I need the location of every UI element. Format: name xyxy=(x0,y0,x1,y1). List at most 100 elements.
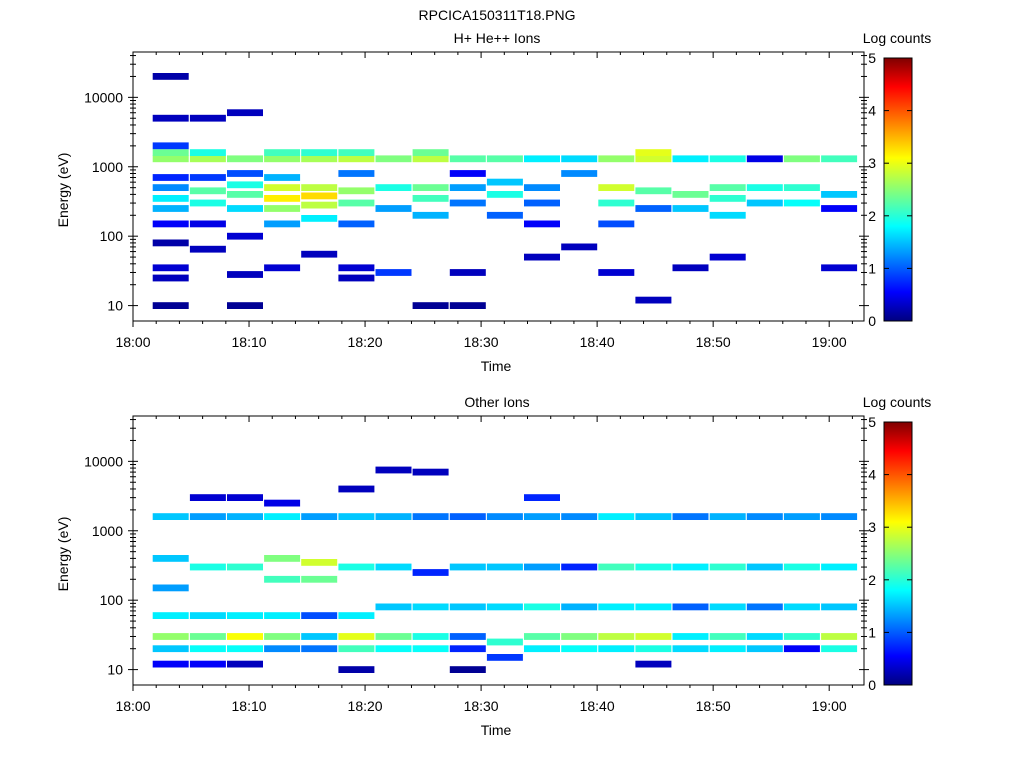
heatmap-cell xyxy=(412,302,449,309)
figure-title: RPCICA150311T18.PNG xyxy=(419,7,576,23)
heatmap-cell xyxy=(561,603,598,611)
heatmap-cell xyxy=(227,181,263,189)
heatmap-cell xyxy=(524,253,560,261)
heatmap-cell xyxy=(375,184,412,191)
heatmap-cell xyxy=(189,645,226,653)
panel-title: H+ He++ Ions xyxy=(454,30,541,46)
heatmap-cell xyxy=(189,513,226,520)
cbar-tick-label: 1 xyxy=(868,624,876,640)
heatmap-cell xyxy=(375,155,412,163)
heatmap-cell xyxy=(635,296,672,304)
heatmap-cell xyxy=(412,195,449,202)
cbar-tick-label: 4 xyxy=(868,103,876,119)
heatmap-cell xyxy=(301,215,338,222)
heatmap-cell xyxy=(709,155,746,163)
heatmap-cells xyxy=(152,73,858,309)
heatmap-cell xyxy=(189,220,226,228)
heatmap-cell xyxy=(486,178,523,186)
heatmap-cell xyxy=(264,195,301,202)
heatmap-cell xyxy=(227,109,263,117)
cbar-tick-label: 1 xyxy=(868,260,876,276)
heatmap-cell xyxy=(635,645,672,653)
heatmap-cell xyxy=(598,184,635,191)
heatmap-cell xyxy=(375,603,412,611)
heatmap-cell xyxy=(672,563,709,571)
heatmap-cell xyxy=(635,660,672,668)
heatmap-cell xyxy=(486,563,523,571)
heatmap-cell xyxy=(227,271,263,278)
heatmap-cell xyxy=(152,264,189,272)
x-tick-label: 18:20 xyxy=(348,698,383,714)
heatmap-cell xyxy=(561,170,598,177)
heatmap-cell xyxy=(264,174,301,181)
heatmap-cell xyxy=(152,220,189,228)
heatmap-cell xyxy=(227,563,263,571)
heatmap-cell xyxy=(338,563,375,571)
heatmap-cell xyxy=(338,274,375,282)
heatmap-cell xyxy=(783,563,820,571)
heatmap-cell xyxy=(709,253,746,261)
heatmap-cell xyxy=(152,645,189,653)
cbar-tick-label: 3 xyxy=(868,519,876,535)
heatmap-cell xyxy=(264,555,301,562)
heatmap-cell xyxy=(486,638,523,646)
heatmap-cell xyxy=(152,195,189,202)
heatmap-cell xyxy=(449,666,486,673)
heatmap-cell xyxy=(189,174,226,181)
cbar-tick-label: 0 xyxy=(868,677,876,693)
y-tick-label: 1000 xyxy=(92,523,123,539)
heatmap-cell xyxy=(709,513,746,520)
heatmap-cell xyxy=(338,170,375,177)
heatmap-cell xyxy=(301,250,338,258)
heatmap-cell xyxy=(152,184,189,191)
heatmap-cell xyxy=(189,149,226,156)
heatmap-cell xyxy=(783,603,820,611)
heatmap-cell xyxy=(264,149,301,156)
heatmap-cell xyxy=(449,170,486,177)
heatmap-cell xyxy=(598,563,635,571)
heatmap-cell xyxy=(301,633,338,640)
heatmap-cell xyxy=(152,274,189,282)
x-tick-label: 19:00 xyxy=(812,334,847,350)
heatmap-cell xyxy=(746,513,783,520)
heatmap-cell xyxy=(152,205,189,212)
heatmap-cell xyxy=(152,513,189,520)
heatmap-cell xyxy=(264,612,301,619)
heatmap-cell xyxy=(152,584,189,592)
heatmap-cell xyxy=(412,468,449,476)
heatmap-cell xyxy=(561,155,598,163)
heatmap-cell xyxy=(635,149,672,156)
heatmap-cell xyxy=(227,513,263,520)
heatmap-cell xyxy=(338,155,375,163)
heatmap-cell xyxy=(598,633,635,640)
heatmap-cell xyxy=(152,302,189,309)
heatmap-cell xyxy=(561,633,598,640)
heatmap-cell xyxy=(524,513,560,520)
heatmap-cell xyxy=(338,485,375,493)
y-tick-label: 10 xyxy=(107,662,123,678)
y-tick-label: 100 xyxy=(100,228,124,244)
heatmap-cell xyxy=(635,155,672,163)
heatmap-cell xyxy=(301,192,338,200)
y-tick-label: 1000 xyxy=(92,159,123,175)
x-axis-label: Time xyxy=(481,358,512,374)
cbar-tick-label: 4 xyxy=(868,467,876,483)
heatmap-cell xyxy=(635,513,672,520)
x-tick-label: 18:20 xyxy=(348,334,383,350)
heatmap-cell xyxy=(338,513,375,520)
heatmap-cell xyxy=(152,612,189,619)
heatmap-cell xyxy=(152,660,189,668)
y-tick-label: 10 xyxy=(107,298,123,314)
heatmap-cell xyxy=(227,155,263,163)
heatmap-cell xyxy=(412,155,449,163)
heatmap-cell xyxy=(264,220,301,228)
heatmap-cell xyxy=(189,199,226,207)
heatmap-cell xyxy=(375,513,412,520)
heatmap-cell xyxy=(598,220,635,228)
x-tick-label: 18:50 xyxy=(696,334,731,350)
heatmap-cell xyxy=(709,184,746,191)
heatmap-cell xyxy=(524,184,560,191)
heatmap-cell xyxy=(338,264,375,272)
heatmap-cell xyxy=(412,569,449,576)
heatmap-cell xyxy=(449,184,486,191)
